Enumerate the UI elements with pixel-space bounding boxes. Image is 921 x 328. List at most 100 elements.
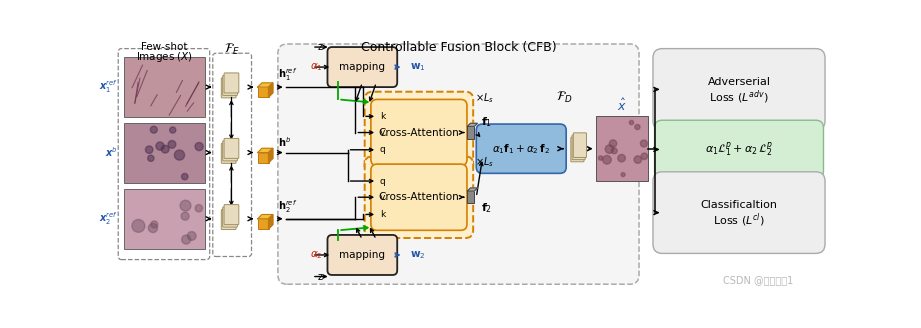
Circle shape xyxy=(641,153,647,159)
Bar xyxy=(467,191,474,203)
Circle shape xyxy=(621,173,625,176)
Circle shape xyxy=(195,205,203,212)
Text: $\mathbf{h}^{b}$: $\mathbf{h}^{b}$ xyxy=(278,135,291,149)
Bar xyxy=(124,123,205,183)
Text: Cross-Attention: Cross-Attention xyxy=(379,192,460,202)
Bar xyxy=(258,87,269,97)
Circle shape xyxy=(181,174,188,180)
Circle shape xyxy=(156,142,164,150)
Text: $\alpha_1$: $\alpha_1$ xyxy=(310,61,323,73)
Polygon shape xyxy=(258,83,273,87)
FancyBboxPatch shape xyxy=(224,205,239,225)
Polygon shape xyxy=(269,83,273,97)
Circle shape xyxy=(610,140,617,147)
Bar xyxy=(258,153,269,163)
Circle shape xyxy=(634,156,642,163)
Text: CSDN @小杨小杨1: CSDN @小杨小杨1 xyxy=(723,275,794,285)
Circle shape xyxy=(195,142,204,151)
Text: q: q xyxy=(379,176,385,186)
Text: Controllable Fusion Block (CFB): Controllable Fusion Block (CFB) xyxy=(361,41,556,53)
Polygon shape xyxy=(269,148,273,163)
Polygon shape xyxy=(269,215,273,229)
Bar xyxy=(124,189,205,249)
Text: mapping: mapping xyxy=(339,62,385,72)
Text: z: z xyxy=(318,42,323,52)
Text: $\boldsymbol{x}_2^{ref}$: $\boldsymbol{x}_2^{ref}$ xyxy=(99,210,118,227)
Circle shape xyxy=(168,140,176,148)
FancyBboxPatch shape xyxy=(221,78,236,98)
Text: k: k xyxy=(379,210,385,219)
FancyBboxPatch shape xyxy=(371,164,467,230)
Circle shape xyxy=(612,148,617,154)
Circle shape xyxy=(147,155,154,161)
Text: q: q xyxy=(379,145,385,154)
Text: $\mathbf{f}_1$: $\mathbf{f}_1$ xyxy=(481,115,492,129)
Text: $\mathbf{w}_1$: $\mathbf{w}_1$ xyxy=(410,61,426,73)
Text: $\alpha_2$: $\alpha_2$ xyxy=(310,249,323,261)
FancyBboxPatch shape xyxy=(213,53,251,256)
Circle shape xyxy=(187,232,196,240)
Text: $\times L_s$: $\times L_s$ xyxy=(474,91,494,105)
Polygon shape xyxy=(258,215,273,219)
FancyBboxPatch shape xyxy=(655,120,823,179)
Polygon shape xyxy=(258,148,273,153)
Text: $\boldsymbol{x}^{b}$: $\boldsymbol{x}^{b}$ xyxy=(106,146,118,159)
Text: $\hat{x}$: $\hat{x}$ xyxy=(617,97,627,113)
FancyBboxPatch shape xyxy=(221,210,236,230)
Circle shape xyxy=(181,235,191,244)
FancyBboxPatch shape xyxy=(573,133,587,157)
Text: $\mathbf{h}_1^{ref}$: $\mathbf{h}_1^{ref}$ xyxy=(278,66,297,83)
Bar xyxy=(258,219,269,229)
Text: v: v xyxy=(379,128,385,137)
Circle shape xyxy=(151,221,157,228)
FancyBboxPatch shape xyxy=(223,207,238,227)
Text: $\mathbf{f}_2$: $\mathbf{f}_2$ xyxy=(481,201,492,215)
FancyBboxPatch shape xyxy=(328,47,397,87)
Circle shape xyxy=(132,219,145,232)
Bar xyxy=(596,116,648,181)
FancyBboxPatch shape xyxy=(221,143,236,163)
Text: $\boldsymbol{x}_1^{ref}$: $\boldsymbol{x}_1^{ref}$ xyxy=(99,79,118,95)
Text: v: v xyxy=(379,193,385,202)
Text: $\mathcal{F}_E$: $\mathcal{F}_E$ xyxy=(224,42,240,57)
Text: $\mathbf{h}_2^{ref}$: $\mathbf{h}_2^{ref}$ xyxy=(278,198,297,215)
Bar xyxy=(124,57,205,117)
Polygon shape xyxy=(467,188,477,191)
Text: $\mathbf{w}_2$: $\mathbf{w}_2$ xyxy=(410,249,426,261)
FancyBboxPatch shape xyxy=(571,137,584,162)
FancyBboxPatch shape xyxy=(653,172,825,254)
Text: k: k xyxy=(379,112,385,121)
FancyBboxPatch shape xyxy=(118,49,210,259)
FancyBboxPatch shape xyxy=(223,141,238,161)
Text: Images $(X)$: Images $(X)$ xyxy=(136,50,193,64)
Text: Adverserial: Adverserial xyxy=(707,77,771,87)
Text: $\alpha_1\mathcal{L}_1^p+\alpha_2\,\mathcal{L}_2^p$: $\alpha_1\mathcal{L}_1^p+\alpha_2\,\math… xyxy=(705,140,773,158)
Circle shape xyxy=(181,212,189,220)
FancyBboxPatch shape xyxy=(278,44,639,284)
Text: $\times L_s$: $\times L_s$ xyxy=(474,156,494,170)
Text: z: z xyxy=(318,272,323,281)
FancyBboxPatch shape xyxy=(328,235,397,275)
FancyBboxPatch shape xyxy=(365,156,473,238)
Text: mapping: mapping xyxy=(339,250,385,260)
Text: $\alpha_1\mathbf{f}_1+\alpha_2\,\mathbf{f}_2$: $\alpha_1\mathbf{f}_1+\alpha_2\,\mathbf{… xyxy=(492,142,550,155)
Circle shape xyxy=(181,200,191,211)
Circle shape xyxy=(148,223,157,233)
Text: Few-shot: Few-shot xyxy=(142,42,188,52)
Circle shape xyxy=(605,145,613,154)
FancyBboxPatch shape xyxy=(224,73,239,93)
Circle shape xyxy=(640,140,647,147)
Text: Classificaltion: Classificaltion xyxy=(701,200,777,210)
Circle shape xyxy=(169,127,176,133)
FancyBboxPatch shape xyxy=(223,75,238,95)
FancyBboxPatch shape xyxy=(224,138,239,158)
Circle shape xyxy=(635,124,640,130)
Text: Cross-Attention: Cross-Attention xyxy=(379,128,460,137)
FancyBboxPatch shape xyxy=(572,135,585,160)
Text: $\mathcal{F}_D$: $\mathcal{F}_D$ xyxy=(556,90,573,105)
FancyBboxPatch shape xyxy=(476,124,566,173)
Circle shape xyxy=(174,150,184,160)
Bar xyxy=(467,126,474,139)
Circle shape xyxy=(146,146,153,154)
FancyBboxPatch shape xyxy=(371,99,467,166)
